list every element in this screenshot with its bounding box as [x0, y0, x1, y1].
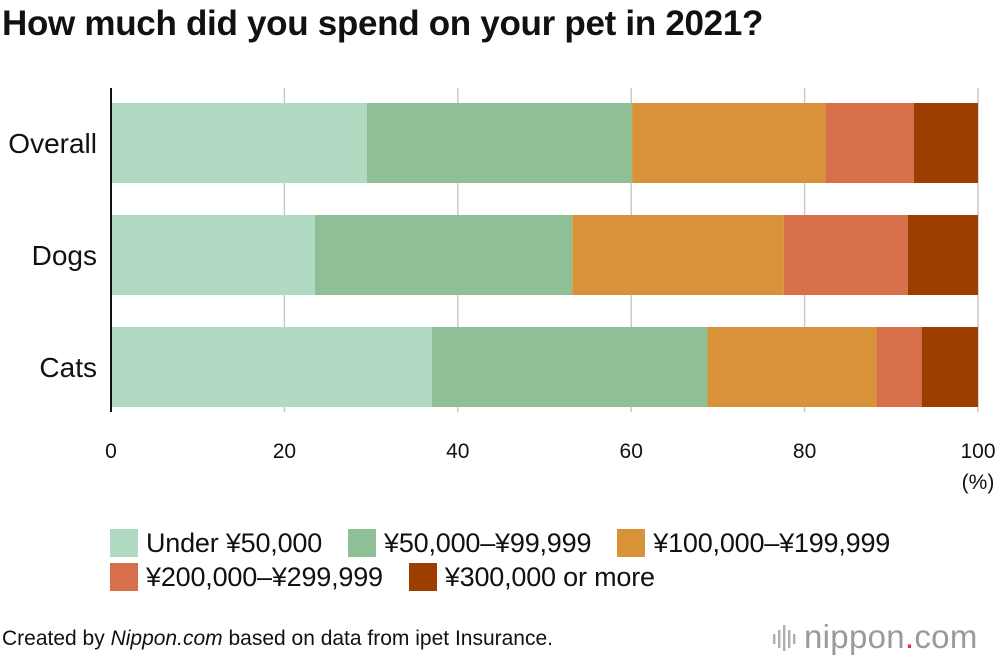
x-tick-label: 40 [446, 440, 469, 463]
x-tick-label: 80 [793, 440, 816, 463]
bar-segment [111, 103, 367, 183]
legend-label: Under ¥50,000 [146, 527, 323, 558]
brand-name: nippon [804, 618, 905, 655]
category-label: Dogs [32, 240, 97, 271]
bar-segment [783, 215, 908, 295]
legend-label: ¥200,000–¥299,999 [146, 561, 383, 592]
stacked-bar-chart: Overall Dogs Cats 0 20 40 60 80 100 (%) [8, 88, 996, 494]
brand-dot: . [904, 618, 915, 655]
legend-swatch [617, 529, 646, 557]
legend-swatch [348, 529, 377, 557]
x-tick-label: 100 [960, 440, 995, 463]
nippon-com-logo: nippon.com [772, 616, 996, 658]
x-unit-label: (%) [962, 471, 995, 494]
legend-item-under-50000: Under ¥50,000 [110, 528, 322, 559]
legend-swatch [110, 529, 138, 557]
bar-segment [707, 327, 877, 407]
chart-legend: Under ¥50,000 ¥50,000–¥99,999 ¥100,000–¥… [110, 526, 990, 594]
bar-segment [907, 215, 978, 295]
nippon-logo-bars-icon [773, 625, 796, 651]
source-site: Nippon.com [110, 627, 223, 650]
source-suffix: based on data from ipet Insurance. [222, 627, 553, 650]
bar-segment [572, 215, 784, 295]
legend-label: ¥50,000–¥99,999 [384, 527, 592, 558]
source-prefix: Created by [2, 627, 111, 650]
legend-row: Under ¥50,000 ¥50,000–¥99,999 ¥100,000–¥… [110, 526, 990, 560]
bar-segment [825, 103, 914, 183]
legend-item-300000-or-more: ¥300,000 or more [408, 561, 655, 593]
legend-swatch [110, 563, 138, 591]
chart-title: How much did you spend on your pet in 20… [2, 4, 764, 43]
legend-label: ¥300,000 or more [444, 561, 655, 592]
bar-segment [632, 103, 826, 183]
legend-item-100000-199999: ¥100,000–¥199,999 [617, 528, 890, 559]
bar-segment [366, 103, 633, 183]
bar-segment [431, 327, 708, 407]
bar-segment [913, 103, 978, 183]
x-tick-label: 0 [105, 440, 117, 463]
x-tick-label: 60 [620, 440, 643, 463]
category-label: Overall [8, 128, 97, 159]
bar-segment [314, 215, 573, 295]
brand-wordmark: nippon.com [804, 618, 978, 656]
legend-item-50000-99999: ¥50,000–¥99,999 [348, 528, 591, 559]
bar-segment [921, 327, 978, 407]
bar-segment [111, 215, 315, 295]
legend-swatch [408, 563, 437, 591]
legend-label: ¥100,000–¥199,999 [653, 527, 891, 558]
x-tick-label: 20 [273, 440, 296, 463]
legend-row: ¥200,000–¥299,999 ¥300,000 or more [110, 560, 990, 594]
bar-segment [876, 327, 922, 407]
source-note: Created by Nippon.com based on data from… [2, 627, 553, 651]
legend-item-200000-299999: ¥200,000–¥299,999 [110, 562, 383, 593]
brand-tld: com [914, 618, 978, 655]
bar-segment [111, 327, 432, 407]
category-label: Cats [39, 352, 97, 383]
